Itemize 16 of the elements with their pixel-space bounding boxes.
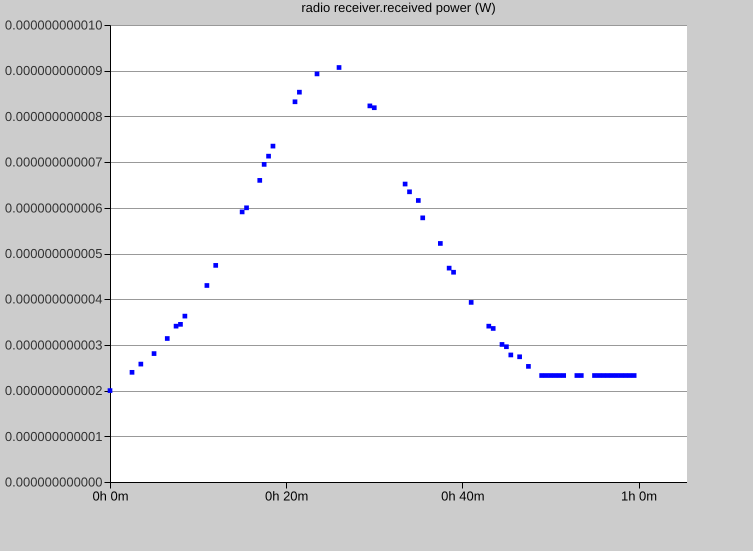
y-tick-label: 0.000000000008 bbox=[4, 108, 102, 124]
y-tick-label: 0.000000000006 bbox=[4, 200, 102, 216]
y-tick-label: 0.000000000000 bbox=[4, 474, 102, 490]
y-tick-label: 0.000000000001 bbox=[4, 428, 102, 444]
x-tick-label: 1h 0m bbox=[620, 488, 658, 504]
y-tick-label: 0.000000000007 bbox=[4, 154, 102, 170]
chart-title: radio receiver.received power (W) bbox=[301, 0, 496, 15]
x-tick-label: 0h 40m bbox=[441, 488, 485, 504]
x-tick-label: 0h 0m bbox=[92, 488, 129, 504]
x-tick-label: 0h 20m bbox=[264, 488, 308, 504]
y-tick-label: 0.000000000010 bbox=[4, 18, 102, 32]
y-tick-label: 0.000000000004 bbox=[4, 292, 102, 307]
y-tick-label: 0.000000000003 bbox=[4, 337, 102, 352]
y-tick-label: 0.000000000002 bbox=[4, 383, 102, 398]
y-tick-label: 0.000000000005 bbox=[4, 246, 102, 261]
y-tick-label: 0.000000000009 bbox=[4, 63, 102, 78]
